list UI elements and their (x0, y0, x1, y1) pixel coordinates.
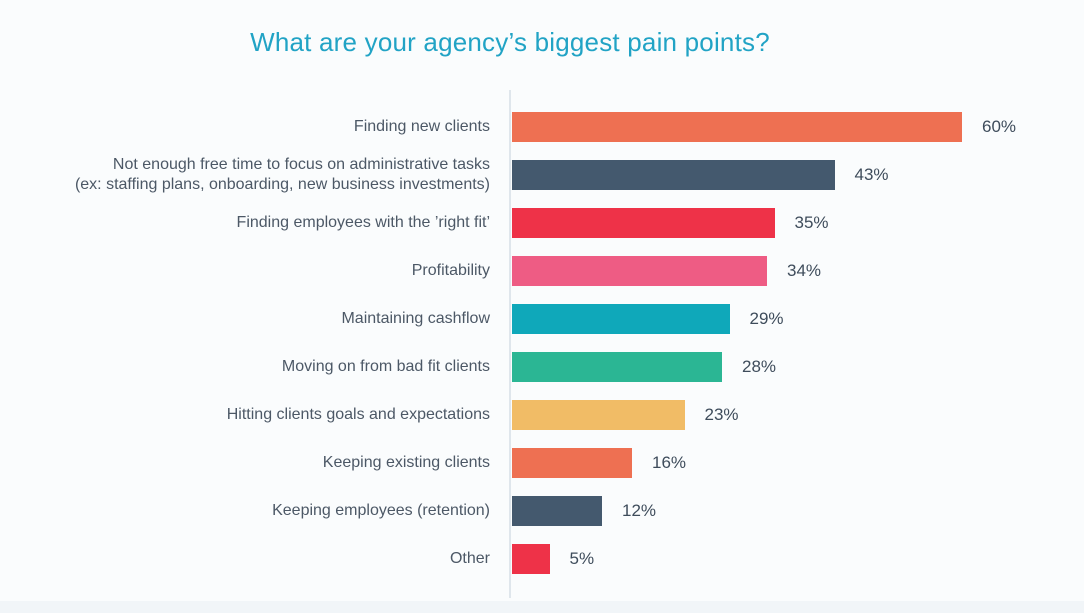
bar-cell: 60% (512, 112, 1084, 142)
chart-row: Keeping existing clients 16% (0, 439, 1084, 487)
category-label: Finding employees with the ’right fit’ (236, 214, 490, 231)
category-label: Profitability (411, 262, 490, 279)
bar-cell: 12% (512, 496, 1084, 526)
chart-row: Profitability 34% (0, 247, 1084, 295)
value-label: 43% (854, 165, 889, 184)
value-label: 12% (622, 501, 657, 520)
bar (512, 496, 602, 526)
bar-chart: Finding new clients 60% Not enough free … (0, 90, 1084, 598)
chart-row: Moving on from bad fit clients 28% (0, 343, 1084, 391)
bar (512, 544, 550, 574)
chart-row: Finding new clients 60% (0, 103, 1084, 151)
y-axis-line (509, 90, 511, 598)
bar-cell: 5% (512, 544, 1084, 574)
bar (512, 112, 962, 142)
category-label: Other (449, 550, 490, 567)
category-label: Not enough free time to focus on adminis… (74, 156, 490, 193)
chart-title: What are your agency’s biggest pain poin… (250, 27, 770, 57)
category-label: Keeping existing clients (322, 454, 490, 471)
value-label: 35% (794, 213, 829, 232)
value-label: 28% (742, 357, 777, 376)
chart-row: Keeping employees (retention) 12% (0, 487, 1084, 535)
bar (512, 352, 722, 382)
category-label: Finding new clients (353, 118, 490, 135)
bar-cell: 29% (512, 304, 1084, 334)
bar-cell: 43% (512, 160, 1084, 190)
bar (512, 160, 835, 190)
chart-row: Maintaining cashflow 29% (0, 295, 1084, 343)
chart-row: Not enough free time to focus on adminis… (0, 151, 1084, 199)
bottom-strip (0, 601, 1084, 613)
category-label: Maintaining cashflow (341, 310, 490, 327)
bar (512, 256, 767, 286)
chart-row: Finding employees with the ’right fit’ 3… (0, 199, 1084, 247)
bar-cell: 35% (512, 208, 1084, 238)
bar-cell: 23% (512, 400, 1084, 430)
category-label: Keeping employees (retention) (272, 502, 490, 519)
chart-row: Other 5% (0, 535, 1084, 583)
value-label: 29% (749, 309, 784, 328)
value-label: 23% (704, 405, 739, 424)
value-label: 60% (982, 117, 1017, 136)
category-label: Hitting clients goals and expectations (226, 406, 490, 423)
bar (512, 448, 632, 478)
value-label: 34% (787, 261, 822, 280)
bar (512, 304, 730, 334)
bar-cell: 16% (512, 448, 1084, 478)
value-label: 16% (652, 453, 687, 472)
category-label: Moving on from bad fit clients (281, 358, 490, 375)
bar (512, 400, 685, 430)
bar-cell: 34% (512, 256, 1084, 286)
bar (512, 208, 775, 238)
value-label: 5% (569, 549, 595, 568)
bar-cell: 28% (512, 352, 1084, 382)
chart-row: Hitting clients goals and expectations 2… (0, 391, 1084, 439)
